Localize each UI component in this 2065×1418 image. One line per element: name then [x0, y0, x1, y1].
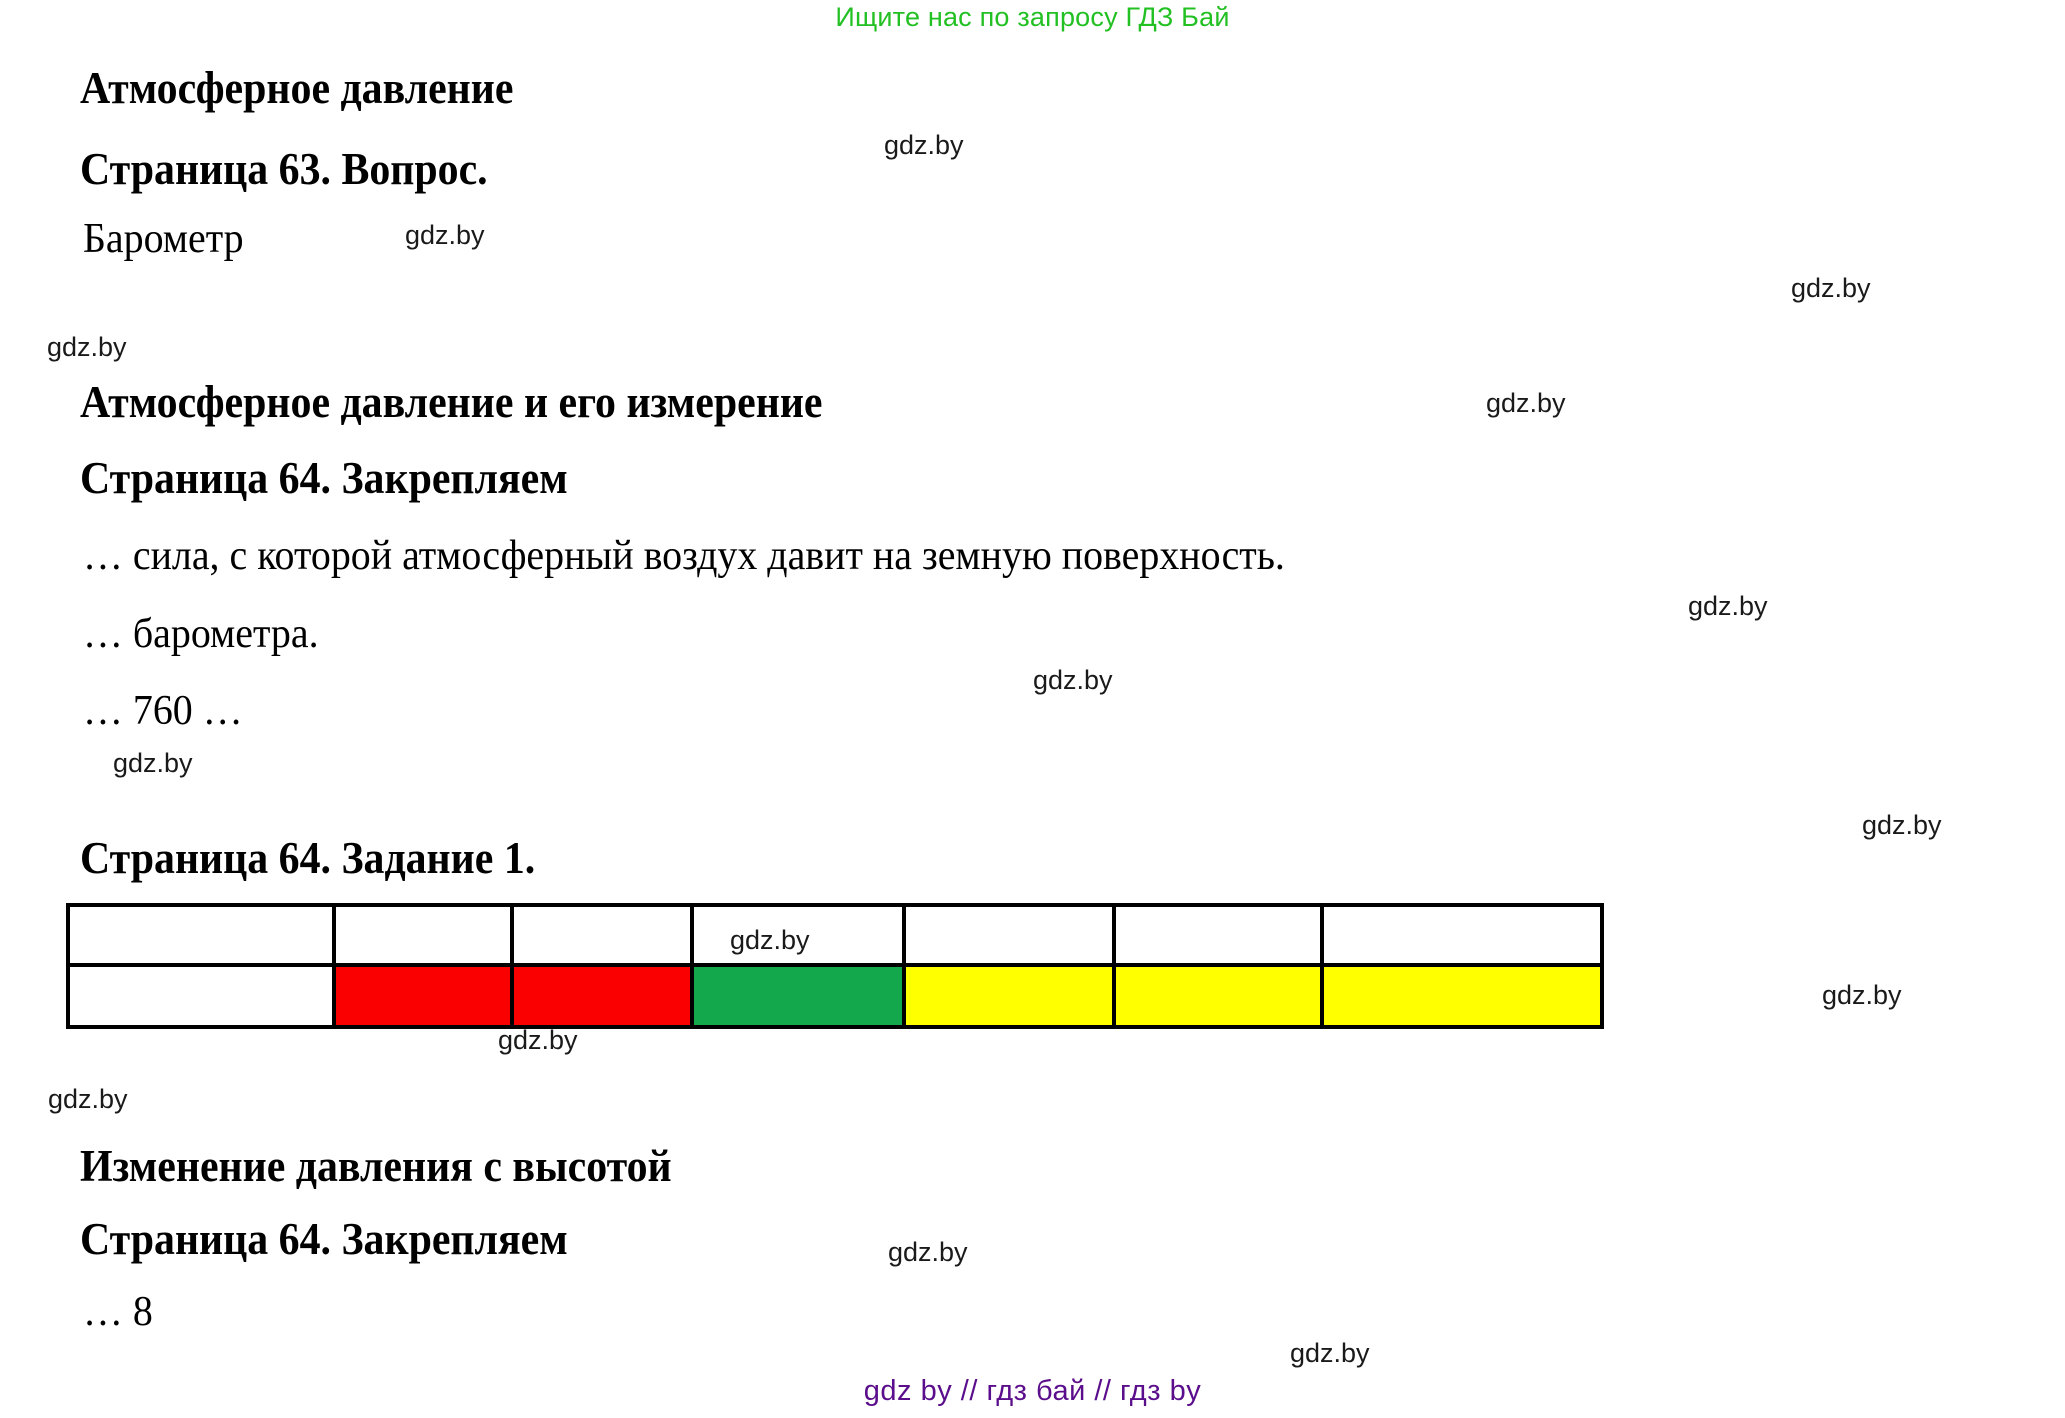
table-cell-r2c6-yellow[interactable]: [1112, 963, 1324, 1029]
heading-atmospheric-pressure: Атмосферное давление: [80, 63, 514, 113]
watermark-gdz: gdz.by: [1822, 980, 1902, 1010]
table-cell-r1c3[interactable]: [510, 903, 694, 967]
watermark-gdz: gdz.by: [1033, 665, 1113, 695]
watermark-gdz: gdz.by: [884, 130, 964, 160]
table-cell-r1c1[interactable]: [66, 903, 336, 967]
table-body: [66, 903, 1604, 1029]
watermark-gdz: gdz.by: [498, 1025, 578, 1055]
table-cell-r2c4-green[interactable]: [690, 963, 906, 1029]
answer-760: … 760 …: [83, 688, 243, 734]
promo-banner: Ищите нас по запросу ГДЗ Бай: [835, 2, 1230, 32]
watermark-gdz: gdz.by: [888, 1237, 968, 1267]
watermark-gdz: gdz.by: [1486, 388, 1566, 418]
watermark-gdz: gdz.by: [1290, 1338, 1370, 1368]
table-cell-r2c2-red[interactable]: [332, 963, 514, 1029]
table-cell-r1c5[interactable]: [902, 903, 1116, 967]
answer-8: … 8: [83, 1289, 153, 1335]
table-row: [66, 963, 1604, 1029]
heading-page63-question: Страница 63. Вопрос.: [80, 144, 488, 194]
answer-barometer-genitive: … барометра.: [83, 611, 319, 657]
heading-pressure-change-with-height: Изменение давления с высотой: [80, 1141, 672, 1191]
answer-barometer: Барометр: [83, 216, 244, 262]
task1-color-table-wrapper: [66, 903, 1604, 1029]
table-cell-r1c4[interactable]: [690, 903, 906, 967]
table-cell-r1c7[interactable]: [1320, 903, 1604, 967]
table-cell-r2c3-red[interactable]: [510, 963, 694, 1029]
heading-atmospheric-pressure-measurement: Атмосферное давление и его измерение: [80, 377, 823, 427]
table-cell-r1c2[interactable]: [332, 903, 514, 967]
watermark-gdz: gdz.by: [48, 1084, 128, 1114]
watermark-gdz: gdz.by: [405, 220, 485, 250]
answer-force-definition: … сила, с которой атмосферный воздух дав…: [83, 533, 1285, 579]
table-cell-r2c5-yellow[interactable]: [902, 963, 1116, 1029]
table-cell-r2c1[interactable]: [66, 963, 336, 1029]
watermark-gdz: gdz.by: [1791, 273, 1871, 303]
watermark-gdz: gdz.by: [1862, 810, 1942, 840]
watermark-gdz: gdz.by: [47, 332, 127, 362]
heading-page64-consolidate-second: Страница 64. Закрепляем: [80, 1214, 568, 1264]
task1-color-table: [66, 903, 1604, 1029]
footer-credit: gdz by // гдз бай // гдз by: [863, 1375, 1202, 1407]
table-row: [66, 903, 1604, 967]
table-cell-r2c7-yellow[interactable]: [1320, 963, 1604, 1029]
watermark-gdz: gdz.by: [1688, 591, 1768, 621]
watermark-gdz: gdz.by: [113, 748, 193, 778]
table-cell-r1c6[interactable]: [1112, 903, 1324, 967]
heading-page64-task1: Страница 64. Задание 1.: [80, 833, 536, 883]
heading-page64-consolidate-first: Страница 64. Закрепляем: [80, 453, 568, 503]
